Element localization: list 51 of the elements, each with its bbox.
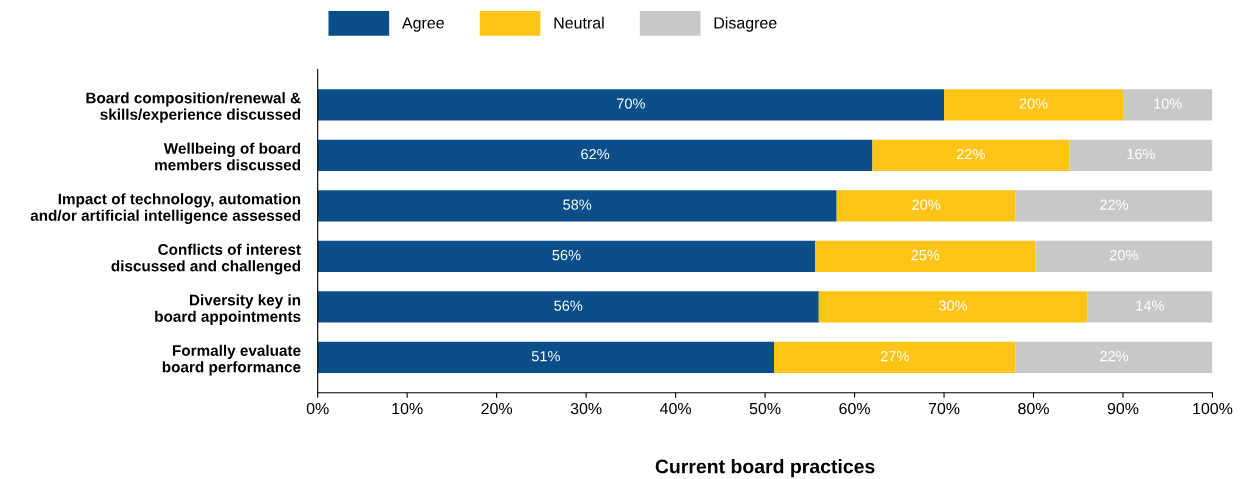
bar (317, 139, 873, 171)
x-tick-label: 40% (659, 402, 692, 415)
x-tick-label: 20% (481, 402, 513, 415)
bar (836, 190, 1016, 222)
bar (1035, 240, 1213, 273)
bar (317, 341, 775, 374)
bar (1122, 89, 1213, 121)
bar (774, 341, 1016, 374)
bar (872, 139, 1070, 171)
data-label: 56% (552, 249, 581, 261)
x-tick-label: 100% (1193, 402, 1233, 415)
bar (815, 240, 1036, 273)
bar (944, 89, 1123, 121)
bar (317, 89, 945, 121)
x-tick-label: 10% (392, 402, 423, 415)
x-tick-label: 0% (306, 402, 329, 415)
x-tick-label: 70% (928, 402, 960, 415)
bar (1087, 291, 1213, 323)
y-tick-label: Wellbeing of board members discussed (155, 142, 301, 171)
legend-label: Neutral (554, 16, 604, 29)
x-tick-label: 30% (570, 402, 602, 415)
x-tick-label: 60% (839, 402, 870, 415)
bar (1069, 139, 1213, 171)
y-tick-label: Conflicts of interest discussed and challenged (111, 243, 301, 275)
data-label: 70% (617, 98, 645, 109)
bar (1015, 341, 1213, 374)
bar (1015, 190, 1213, 222)
data-label: 27% (880, 351, 909, 362)
data-label: 25% (911, 249, 940, 261)
x-tick-label: 50% (749, 402, 781, 415)
data-label: 30% (938, 300, 968, 311)
x-tick-label: 80% (1018, 402, 1049, 415)
bar (317, 240, 816, 273)
legend-label: Agree (402, 17, 444, 32)
y-tick-label: Diversity key in board appointments (155, 294, 301, 325)
bar (317, 291, 819, 323)
data-label: 20% (912, 199, 941, 210)
legend-label: Disagree (714, 16, 777, 32)
data-label: 56% (554, 300, 583, 311)
y-tick-label: Board composition/renewal & skills/experience discussed (86, 92, 301, 123)
data-label: 62% (581, 148, 610, 160)
y-tick-label: Formally evaluate board performance (162, 344, 301, 376)
data-label: 20% (1019, 98, 1048, 109)
bar (317, 190, 837, 222)
data-label: 22% (957, 148, 985, 160)
x-tick-label: 90% (1107, 402, 1139, 415)
data-label: 51% (531, 351, 560, 362)
y-tick-label: Impact of technology, automation and/or artificial intelligence assessed (30, 193, 301, 224)
bar (818, 291, 1088, 323)
x-axis-title: Current board practices (655, 459, 875, 478)
data-label: 58% (563, 199, 592, 210)
